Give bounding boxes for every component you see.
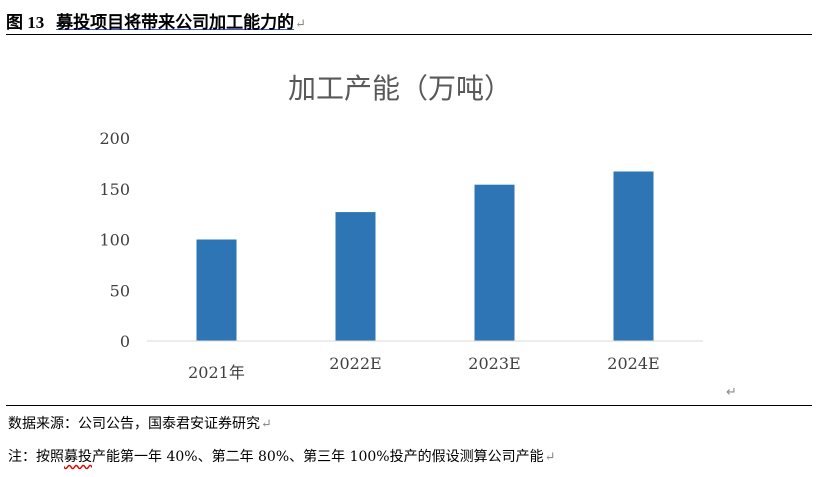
footer-divider [6,405,812,406]
bar [613,171,654,341]
note-rest: 产能第一年 40%、第二年 80%、第三年 100%投产的假设测算公司产能 [92,449,544,465]
note-prefix: 按照 [36,449,64,465]
paragraph-mark: ↵ [295,17,306,32]
y-axis-ticks: 0 50 100 150 200 [99,129,130,351]
figure-title: 募投项目将带来公司加工能力的 [56,13,295,33]
x-tick-label: 2024E [607,354,659,373]
figure-header: 图 13 募投项目将带来公司加工能力的↵ [6,8,812,35]
y-tick-label: 0 [120,332,130,351]
paragraph-mark: ↵ [544,450,556,465]
note-label: 注： [8,449,36,465]
y-tick-label: 150 [99,180,130,199]
x-tick-label: 2022E [329,354,381,373]
source-label: 数据来源： [8,416,78,432]
y-tick-label: 100 [99,231,130,250]
source-line: 数据来源：公司公告，国泰君安证券研究↵ [8,413,272,433]
x-axis-ticks: 2021年 2022E 2023E 2024E [188,354,660,382]
note-wavy-word: 募投 [64,449,92,465]
source-text: 公司公告，国泰君安证券研究 [78,416,260,432]
y-tick-label: 200 [99,129,130,148]
x-tick-label: 2021年 [188,363,245,382]
bar [335,212,376,341]
paragraph-mark: ↵ [261,417,272,432]
x-tick-label: 2023E [468,354,520,373]
bar [474,184,515,341]
bar [196,239,237,341]
bar-series [196,171,654,341]
chart-title: 加工产能（万吨） [288,72,512,105]
note-line: 注：按照募投产能第一年 40%、第二年 80%、第三年 100%投产的假设测算公… [8,446,556,466]
figure-label: 图 13 [6,13,45,32]
chart-paragraph-mark: ↵ [726,385,737,400]
y-tick-label: 50 [110,281,130,300]
